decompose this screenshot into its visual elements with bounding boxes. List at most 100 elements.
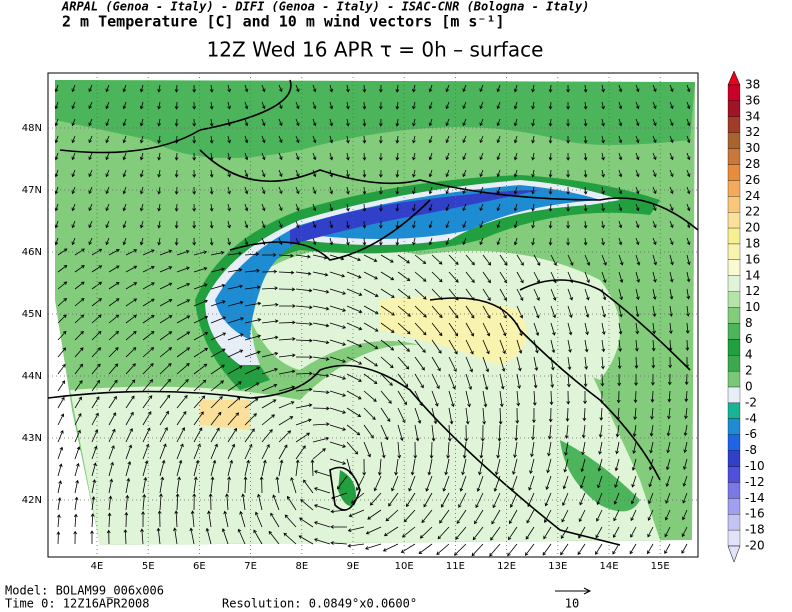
wind-arrow xyxy=(159,249,173,256)
wind-arrow xyxy=(254,511,263,528)
wind-arrow xyxy=(412,220,416,229)
wind-arrow xyxy=(157,186,162,195)
wind-arrow xyxy=(139,203,144,212)
wind-arrow xyxy=(425,475,433,492)
wind-arrow xyxy=(401,526,416,538)
wind-arrow xyxy=(567,288,573,301)
wind-arrow xyxy=(550,373,555,388)
wind-arrow xyxy=(686,220,691,229)
wind-arrow xyxy=(533,254,541,266)
wind-arrow xyxy=(668,339,673,352)
wind-arrow xyxy=(244,301,262,307)
wind-arrow xyxy=(125,411,134,426)
wind-arrow xyxy=(57,330,67,341)
wind-arrow xyxy=(437,526,450,540)
wind-arrow xyxy=(174,101,179,110)
wind-arrow xyxy=(681,526,688,538)
colorbar-top-triangle xyxy=(727,70,741,86)
wind-arrow xyxy=(278,118,283,127)
wind-arrow xyxy=(479,118,484,127)
wind-arrow xyxy=(106,529,111,545)
wind-arrow xyxy=(174,186,179,195)
wind-arrow xyxy=(634,356,639,369)
wind-arrow xyxy=(346,135,350,144)
wind-arrow xyxy=(615,441,620,455)
wind-arrow xyxy=(244,186,249,195)
wind-arrow xyxy=(412,152,416,161)
wind-arrow xyxy=(567,339,572,353)
wind-arrow xyxy=(278,430,292,443)
wind-arrow xyxy=(312,186,317,195)
wind-arrow xyxy=(295,338,313,343)
wind-arrow xyxy=(583,186,588,195)
wind-arrow xyxy=(421,509,433,524)
wind-arrow xyxy=(385,509,399,522)
wind-arrow xyxy=(123,529,128,545)
wind-arrow xyxy=(346,390,362,400)
wind-arrow xyxy=(261,203,266,212)
wind-arrow xyxy=(412,84,416,93)
wind-arrow xyxy=(652,118,657,127)
wind-arrow xyxy=(329,220,334,229)
wind-arrow xyxy=(209,186,214,195)
wind-arrow xyxy=(618,322,623,335)
lon-label: 10E xyxy=(395,561,414,572)
wind-arrow xyxy=(295,288,313,293)
wind-arrow xyxy=(139,135,144,144)
wind-arrow xyxy=(303,479,314,494)
wind-arrow xyxy=(395,118,400,127)
wind-arrow xyxy=(462,237,467,246)
wind-arrow xyxy=(57,264,68,273)
wind-arrow xyxy=(669,254,674,266)
wind-arrow xyxy=(125,314,137,324)
wind-arrow xyxy=(414,390,423,407)
wind-arrow xyxy=(584,254,591,266)
wind-arrow xyxy=(57,413,65,426)
wind-arrow xyxy=(192,169,197,178)
wind-arrow xyxy=(108,379,118,392)
wind-arrow xyxy=(295,371,313,376)
wind-arrow xyxy=(176,299,191,307)
wind-arrow xyxy=(479,186,484,195)
wind-arrow xyxy=(378,169,383,178)
wind-arrow xyxy=(244,84,249,93)
wind-arrow xyxy=(54,220,59,229)
wind-arrow xyxy=(445,135,450,144)
wind-arrow xyxy=(567,356,572,371)
wind-arrow xyxy=(584,288,590,301)
wind-arrow xyxy=(528,475,535,491)
wind-arrow xyxy=(395,135,400,144)
wind-arrow xyxy=(283,532,297,545)
wind-arrow xyxy=(159,282,173,290)
wind-arrow xyxy=(383,526,399,537)
wind-arrow xyxy=(652,220,657,229)
wind-arrow xyxy=(566,237,570,246)
wind-arrow xyxy=(448,339,458,355)
wind-arrow xyxy=(686,203,691,212)
lon-label: 14E xyxy=(599,561,618,572)
wind-arrow xyxy=(567,271,574,284)
wind-arrow xyxy=(139,152,144,161)
colorbar-swatch xyxy=(727,291,741,308)
wind-arrow xyxy=(686,118,691,127)
wind-arrow xyxy=(193,331,209,341)
wind-arrow xyxy=(122,135,127,144)
wind-arrow xyxy=(566,203,570,212)
wind-arrow xyxy=(159,363,172,375)
wind-arrow xyxy=(652,84,657,93)
wind-arrow xyxy=(496,220,501,229)
footer-time: Time 0: 12Z16APR2008 xyxy=(5,597,150,611)
wind-arrow xyxy=(549,390,554,406)
wind-arrow xyxy=(329,84,334,93)
wind-arrow xyxy=(139,118,144,127)
wind-arrow xyxy=(498,407,503,425)
wind-arrow xyxy=(329,441,347,448)
wind-arrow xyxy=(159,410,169,426)
wind-arrow xyxy=(418,543,433,555)
wind-arrow xyxy=(490,526,501,541)
wind-arrow xyxy=(329,356,347,363)
wind-arrow xyxy=(445,203,450,212)
colorbar-label: 16 xyxy=(745,252,760,266)
wind-arrow xyxy=(581,424,586,439)
wind-arrow xyxy=(652,101,657,110)
